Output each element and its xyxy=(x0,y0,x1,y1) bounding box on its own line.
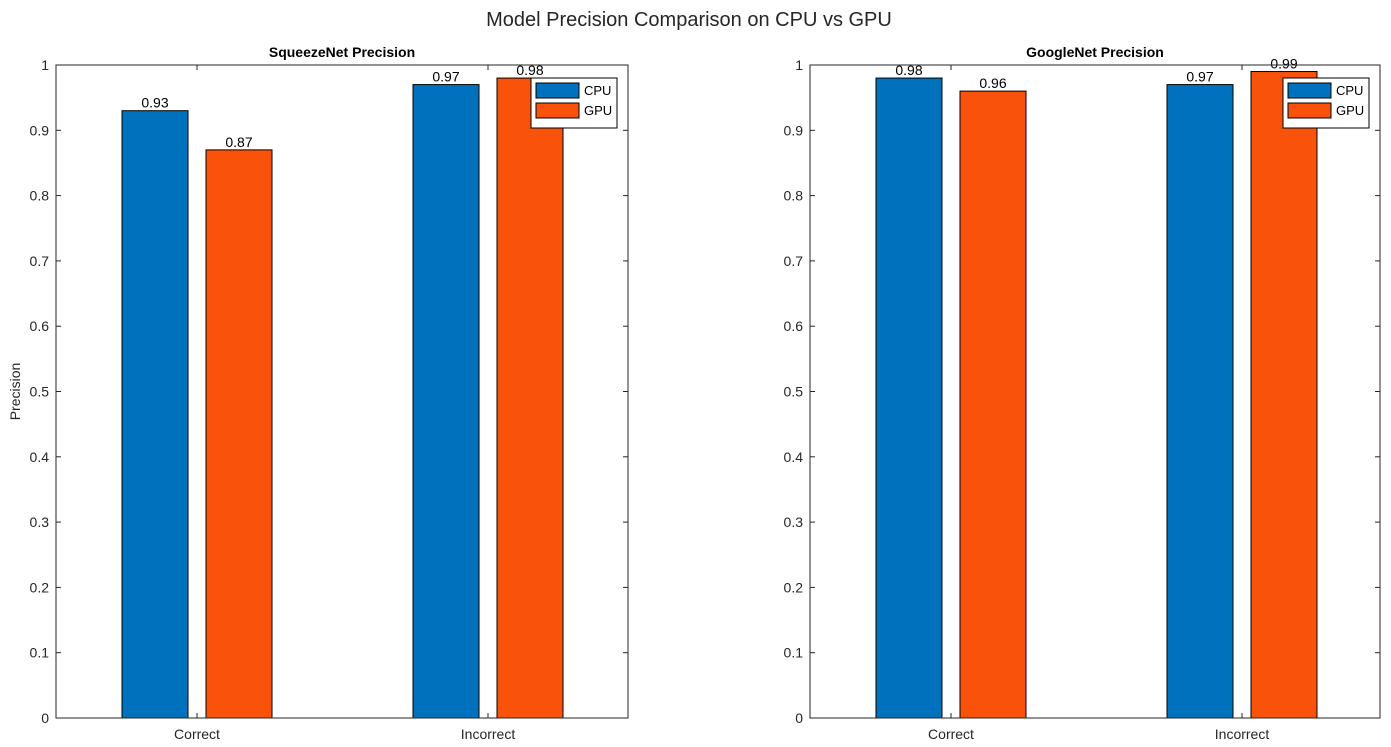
bar-gpu-correct xyxy=(205,149,273,719)
bar-gpu-correct xyxy=(959,90,1027,719)
legend-label-gpu: GPU xyxy=(584,103,612,118)
y-tick-label: 0.4 xyxy=(784,449,804,465)
figure-title: Model Precision Comparison on CPU vs GPU xyxy=(486,9,892,31)
bar-gpu-incorrect xyxy=(1250,71,1318,719)
x-tick-label: Correct xyxy=(928,726,974,742)
y-tick-label: 0.5 xyxy=(30,384,50,400)
bar-cpu-incorrect xyxy=(412,84,480,719)
legend-swatch-gpu xyxy=(1287,102,1332,119)
bar-cpu-correct xyxy=(875,77,943,719)
bar-label-gpu-incorrect: 0.98 xyxy=(516,62,543,78)
y-tick-label: 0.2 xyxy=(784,579,804,595)
bar-label-cpu-incorrect: 0.97 xyxy=(1186,69,1213,85)
bar-label-cpu-correct: 0.93 xyxy=(141,95,168,111)
y-tick-label: 1 xyxy=(41,57,49,73)
x-tick-label: Incorrect xyxy=(1215,726,1270,742)
legend-swatch-cpu xyxy=(1287,82,1332,99)
bar-gpu-incorrect xyxy=(496,77,564,719)
legend-label-gpu: GPU xyxy=(1336,103,1364,118)
y-tick-label: 0.6 xyxy=(30,318,50,334)
y-tick-label: 0 xyxy=(795,710,803,726)
bar-label-gpu-correct: 0.96 xyxy=(979,75,1006,91)
axes-box xyxy=(55,64,629,719)
y-tick-label: 0.7 xyxy=(784,253,804,269)
legend-swatch-cpu xyxy=(535,82,580,99)
axes-box xyxy=(809,64,1381,719)
legend-swatch-gpu xyxy=(535,102,580,119)
squeezenet-panel: SqueezeNet Precision 0 0.1 0.2 0.3 0.4 0.5 0.6 0… xyxy=(7,44,629,742)
y-tick-label: 0.6 xyxy=(784,318,804,334)
googlenet-panel: GoogleNet Precision 0 0.1 0.2 0.3 0.4 0.5 0.6 0.… xyxy=(784,44,1381,742)
y-tick-label: 0.9 xyxy=(30,122,50,138)
y-tick-label: 0 xyxy=(41,710,49,726)
y-tick-label: 0.1 xyxy=(30,645,50,661)
y-axis-label: Precision xyxy=(7,363,23,421)
y-tick-label: 0.8 xyxy=(784,188,804,204)
y-tick-label: 0.4 xyxy=(30,449,50,465)
y-tick-label: 0.2 xyxy=(30,579,50,595)
legend: CPU GPU xyxy=(1282,77,1370,129)
x-tick-label: Incorrect xyxy=(461,726,516,742)
bar-cpu-incorrect xyxy=(1166,84,1234,719)
y-tick-label: 1 xyxy=(795,57,803,73)
x-tick-label: Correct xyxy=(174,726,220,742)
y-tick-label: 0.5 xyxy=(784,384,804,400)
bar-label-gpu-incorrect: 0.99 xyxy=(1270,56,1297,72)
bar-label-cpu-incorrect: 0.97 xyxy=(432,69,459,85)
axes-title: GoogleNet Precision xyxy=(1026,44,1164,60)
bar-cpu-correct xyxy=(121,110,189,719)
axes-title: SqueezeNet Precision xyxy=(269,44,415,60)
y-tick-label: 0.3 xyxy=(30,514,50,530)
y-tick-label: 0.1 xyxy=(784,645,804,661)
y-tick-label: 0.7 xyxy=(30,253,50,269)
legend: CPU GPU xyxy=(530,77,618,129)
y-tick-label: 0.8 xyxy=(30,188,50,204)
y-tick-label: 0.3 xyxy=(784,514,804,530)
legend-label-cpu: CPU xyxy=(1336,83,1363,98)
bar-label-cpu-correct: 0.98 xyxy=(895,62,922,78)
legend-label-cpu: CPU xyxy=(584,83,611,98)
bar-label-gpu-correct: 0.87 xyxy=(225,134,252,150)
y-tick-label: 0.9 xyxy=(784,122,804,138)
